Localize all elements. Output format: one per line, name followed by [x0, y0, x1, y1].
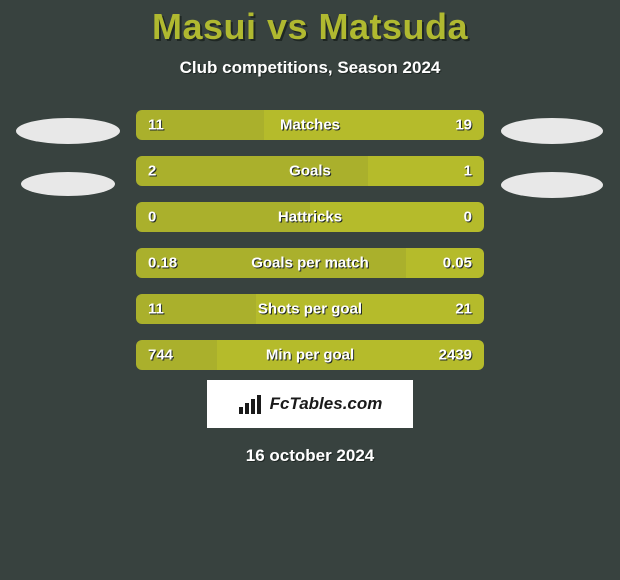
stat-bar-hattricks: 0 0 Hattricks [136, 202, 484, 232]
player-left-badge-0 [16, 118, 120, 144]
stats-column: 1119Matches21Goals00Hattricks0.180.05Goa… [136, 110, 484, 370]
stat-label: Hattricks [278, 209, 342, 226]
stat-value-right: 21 [455, 301, 472, 318]
stat-value-right: 2439 [439, 347, 472, 364]
player-left-badge-1 [21, 172, 115, 196]
stat-label: Goals per match [251, 255, 369, 272]
stat-value-left: 11 [148, 301, 164, 318]
main-row: 1119Matches21Goals00Hattricks0.180.05Goa… [0, 110, 620, 370]
brand-logo[interactable]: FcTables.com [207, 380, 413, 428]
stat-label: Matches [280, 117, 340, 134]
subtitle: Club competitions, Season 2024 [180, 58, 441, 78]
stat-value-right: 0.05 [443, 255, 472, 272]
stat-fill-left [136, 156, 368, 186]
left-player-column [8, 110, 128, 196]
stat-label: Goals [289, 163, 331, 180]
right-player-column [492, 110, 612, 198]
brand-text: FcTables.com [270, 394, 383, 414]
comparison-widget: Masui vs Matsuda Club competitions, Seas… [0, 0, 620, 466]
stat-bar-matches: 11 19 Matches [136, 110, 484, 140]
player-right-badge-0 [501, 118, 603, 144]
stat-bar-goals: 2 1 Goals [136, 156, 484, 186]
page-title: Masui vs Matsuda [152, 6, 468, 48]
stat-bar-min-per-goal: 744 2439 Min per goal [136, 340, 484, 370]
stat-value-left: 2 [148, 163, 156, 180]
stat-value-right: 1 [464, 163, 472, 180]
bar-chart-icon [238, 393, 264, 415]
stat-bar-goals-per-match: 0.18 0.05 Goals per match [136, 248, 484, 278]
stat-value-left: 0.18 [148, 255, 177, 272]
stat-value-left: 11 [148, 117, 164, 134]
stat-value-left: 744 [148, 347, 173, 364]
stat-label: Shots per goal [258, 301, 362, 318]
player-right-badge-1 [501, 172, 603, 198]
stat-value-left: 0 [148, 209, 156, 226]
stat-value-right: 0 [464, 209, 472, 226]
stat-bar-shots-per-goal: 11 21 Shots per goal [136, 294, 484, 324]
stat-value-right: 19 [455, 117, 472, 134]
stat-label: Min per goal [266, 347, 354, 364]
date-label: 16 october 2024 [246, 446, 375, 466]
